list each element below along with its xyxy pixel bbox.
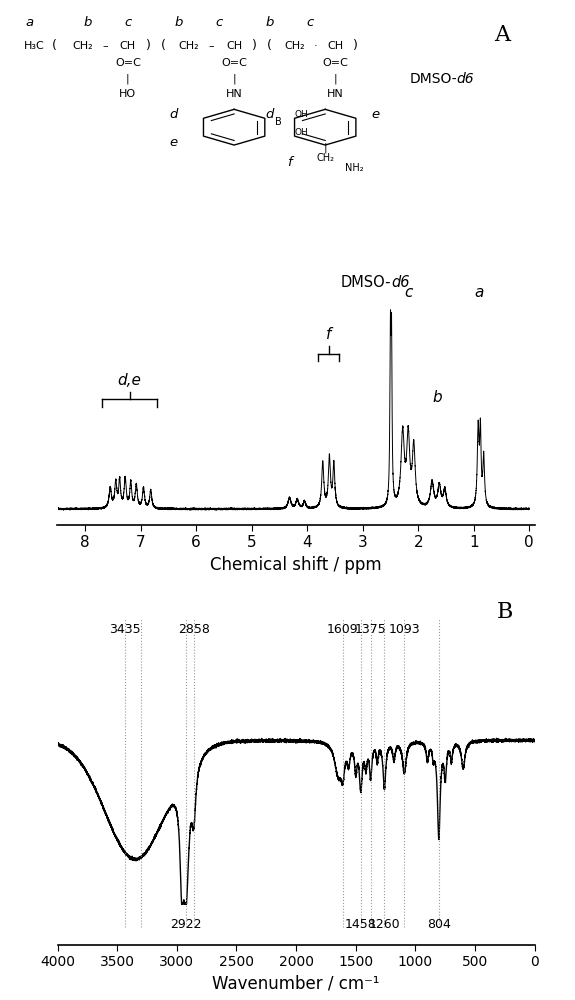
Text: d6: d6: [391, 275, 409, 290]
Text: 1260: 1260: [369, 918, 400, 931]
Text: c: c: [124, 16, 132, 29]
Text: 1458: 1458: [345, 918, 377, 931]
Text: A: A: [494, 24, 511, 46]
Text: B: B: [497, 601, 513, 623]
Text: d: d: [169, 108, 178, 121]
Text: 2922: 2922: [170, 918, 202, 931]
Text: f: f: [326, 327, 332, 342]
Text: d,e: d,e: [118, 373, 141, 388]
Text: b: b: [266, 16, 274, 29]
Text: ): ): [353, 39, 358, 52]
Text: e: e: [170, 136, 178, 149]
Text: c: c: [306, 16, 314, 29]
Text: b: b: [433, 390, 442, 405]
Text: CH: CH: [120, 41, 136, 51]
Text: DMSO-: DMSO-: [409, 72, 457, 86]
Text: CH₂: CH₂: [316, 153, 334, 163]
Text: a: a: [25, 16, 33, 29]
Text: 2858: 2858: [178, 623, 210, 636]
Text: CH₂: CH₂: [72, 41, 93, 51]
Text: ): ): [252, 39, 257, 52]
Text: d: d: [266, 108, 274, 121]
Text: B: B: [275, 117, 281, 127]
Text: –: –: [209, 41, 214, 51]
Text: c: c: [215, 16, 223, 29]
Text: DMSO-: DMSO-: [340, 275, 391, 290]
Text: –: –: [102, 41, 108, 51]
Text: O=C: O=C: [115, 58, 141, 68]
Text: HN: HN: [327, 89, 344, 99]
Text: (: (: [161, 39, 166, 52]
Text: e: e: [372, 108, 380, 121]
Text: (: (: [267, 39, 272, 52]
Text: 1375: 1375: [355, 623, 386, 636]
Text: OH: OH: [295, 128, 309, 137]
Text: c: c: [404, 285, 412, 300]
Text: f: f: [288, 156, 292, 169]
X-axis label: Chemical shift / ppm: Chemical shift / ppm: [210, 556, 382, 574]
Text: 804: 804: [427, 918, 451, 931]
Text: |: |: [323, 142, 327, 153]
Text: |: |: [232, 74, 236, 84]
Text: d6: d6: [457, 72, 474, 86]
Text: CH: CH: [226, 41, 242, 51]
Text: ·: ·: [313, 41, 317, 51]
Text: 3435: 3435: [109, 623, 141, 636]
Text: (: (: [52, 39, 57, 52]
Text: CH: CH: [327, 41, 343, 51]
Text: O=C: O=C: [323, 58, 348, 68]
Text: HO: HO: [120, 89, 136, 99]
Text: |: |: [334, 74, 337, 84]
Text: H₃C: H₃C: [24, 41, 45, 51]
Text: ): ): [145, 39, 151, 52]
Text: a: a: [474, 285, 484, 300]
Text: HN: HN: [226, 89, 243, 99]
Text: CH₂: CH₂: [285, 41, 305, 51]
Text: OH: OH: [295, 110, 309, 119]
X-axis label: Wavenumber / cm⁻¹: Wavenumber / cm⁻¹: [212, 975, 380, 993]
Text: 1093: 1093: [389, 623, 420, 636]
Text: CH₂: CH₂: [178, 41, 199, 51]
Text: b: b: [174, 16, 183, 29]
Text: |: |: [126, 74, 130, 84]
Text: b: b: [83, 16, 91, 29]
Text: 1609: 1609: [327, 623, 359, 636]
Text: NH₂: NH₂: [346, 163, 364, 173]
Text: O=C: O=C: [221, 58, 247, 68]
